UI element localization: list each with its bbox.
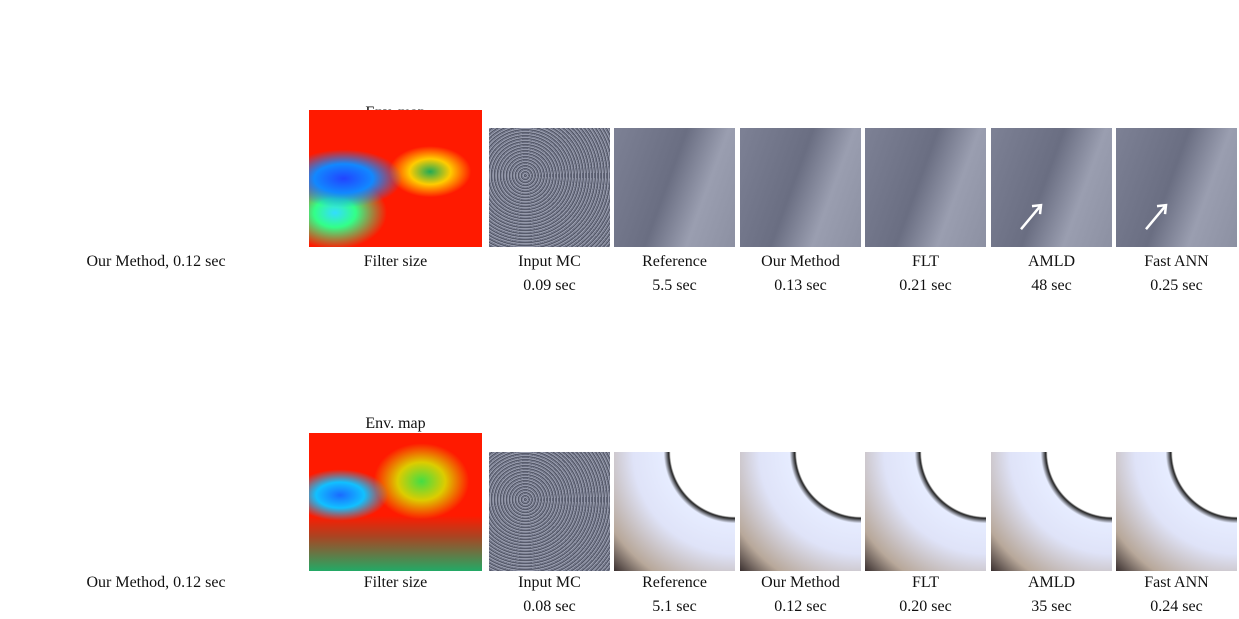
arrow-layer bbox=[0, 0, 1239, 619]
figure: Our Method, 0.12 secEnv. mapFilter sizeI… bbox=[0, 0, 1239, 619]
